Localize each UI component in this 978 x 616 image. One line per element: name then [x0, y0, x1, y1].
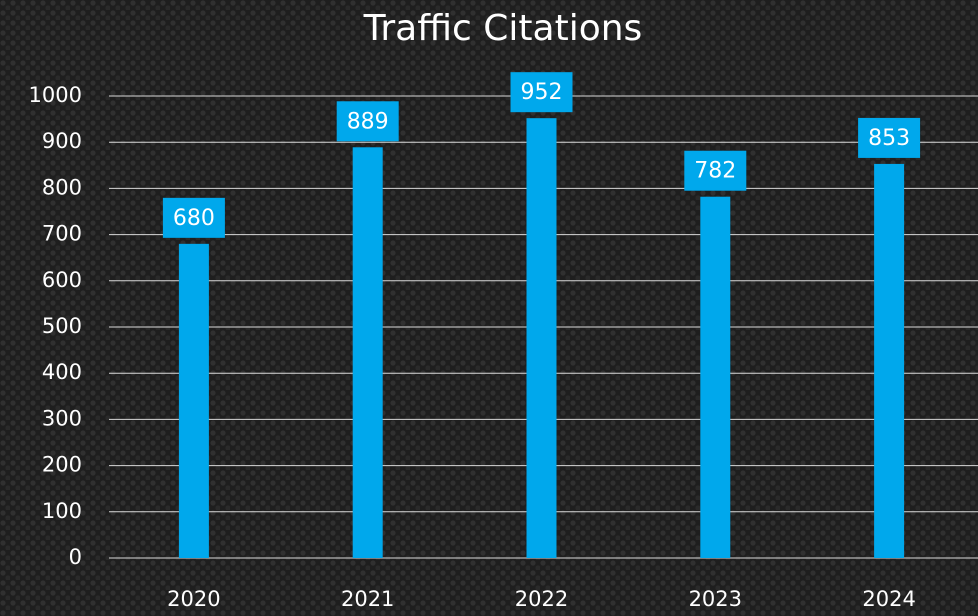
- y-tick-label: 0: [69, 545, 82, 569]
- y-tick-label: 900: [42, 129, 82, 153]
- y-tick-label: 300: [42, 406, 82, 430]
- y-tick-label: 700: [42, 222, 82, 246]
- y-tick-label: 200: [42, 453, 82, 477]
- value-label-box: [162, 197, 225, 238]
- bar: [178, 243, 209, 558]
- y-tick-label: 400: [42, 360, 82, 384]
- x-tick-label: 2020: [167, 587, 220, 611]
- x-tick-label: 2022: [515, 587, 568, 611]
- value-label-box: [510, 72, 573, 113]
- value-label: 853: [868, 126, 910, 151]
- bar: [700, 196, 731, 558]
- value-label: 889: [347, 109, 389, 134]
- value-label: 680: [173, 206, 215, 231]
- bar: [874, 163, 905, 558]
- y-tick-label: 100: [42, 499, 82, 523]
- value-label-box: [684, 150, 747, 191]
- x-tick-label: 2021: [341, 587, 394, 611]
- chart-title: Traffic Citations: [363, 8, 643, 49]
- value-label-box: [336, 101, 399, 142]
- y-tick-label: 1000: [29, 83, 82, 107]
- y-tick-label: 600: [42, 268, 82, 292]
- y-tick-label: 800: [42, 175, 82, 199]
- x-tick-label: 2024: [862, 587, 915, 611]
- x-tick-label: 2023: [689, 587, 742, 611]
- bar: [352, 147, 383, 559]
- value-label: 952: [521, 80, 563, 105]
- value-label-box: [858, 117, 921, 158]
- bar: [526, 118, 557, 559]
- value-label: 782: [694, 159, 736, 184]
- y-tick-label: 500: [42, 314, 82, 338]
